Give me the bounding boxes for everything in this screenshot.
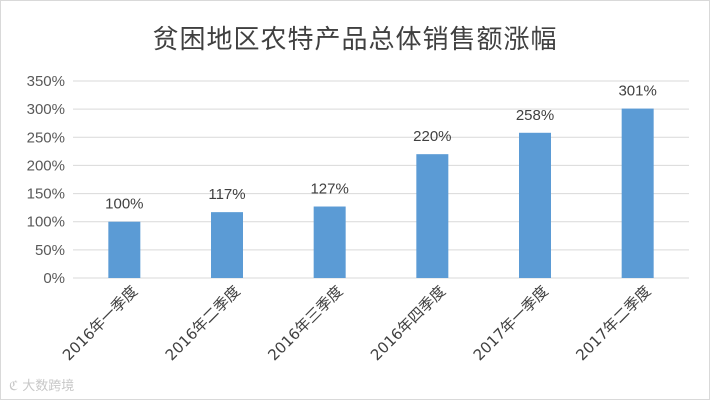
y-tick-label: 150% [27,186,65,203]
watermark-logo: ℭ 大数跨境 [9,379,75,394]
bar [211,212,243,278]
y-tick-label: 200% [27,157,65,174]
x-tick-label: 2016年四季度 [367,282,449,364]
data-label: 117% [208,186,245,203]
bar [416,154,449,278]
bar [313,206,346,278]
bars [108,108,654,278]
x-tick-label: 2016年三季度 [264,282,346,364]
y-tick-label: 100% [27,214,65,231]
bar [108,221,141,278]
y-tick-label: 250% [27,129,65,146]
x-tick-label: 2016年一季度 [59,282,141,364]
x-tick-label: 2017年一季度 [470,282,552,364]
y-tick-label: 50% [35,242,65,259]
gridlines [73,80,689,279]
x-tick-label: 2017年二季度 [572,282,654,364]
data-label: 258% [516,107,554,124]
data-label: 220% [413,128,451,145]
chart-title: 贫困地区农特产品总体销售额涨幅 [152,25,558,55]
bar [621,108,654,278]
y-tick-label: 0% [43,270,65,287]
y-tick-label: 350% [27,73,65,90]
data-label: 301% [618,83,656,100]
x-tick-label: 2016年二季度 [162,282,244,364]
data-label: 127% [310,181,348,198]
y-tick-label: 300% [27,101,65,118]
data-label: 100% [105,196,143,213]
bar [519,132,551,278]
